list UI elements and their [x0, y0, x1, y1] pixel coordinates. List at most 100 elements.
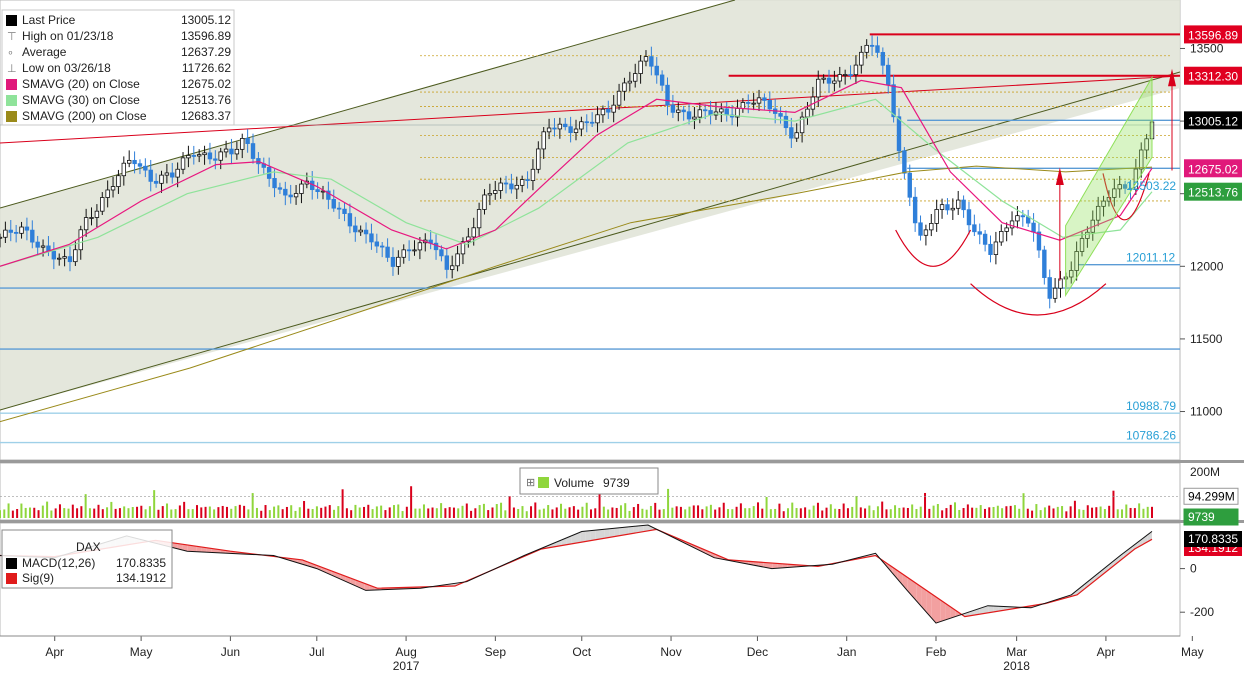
volume-bar: [371, 509, 374, 518]
candle-body: [638, 60, 643, 74]
candle-body: [24, 226, 30, 231]
volume-bar: [191, 509, 194, 518]
macd-legend-value: 134.1912: [116, 571, 166, 585]
candle-body: [643, 56, 649, 62]
volume-bar: [799, 508, 802, 518]
candle-body: [121, 162, 127, 177]
volume-bar: [662, 509, 665, 518]
macd-axis-box: [1184, 531, 1242, 547]
candle-body: [105, 189, 110, 198]
volume-bar: [1009, 505, 1012, 518]
volume-bar: [602, 506, 605, 518]
volume-bar: [1043, 507, 1046, 518]
legend-row-value: 12637.29: [181, 45, 231, 59]
candle-body: [778, 113, 783, 117]
volume-bar: [114, 508, 117, 518]
month-label: Dec: [747, 645, 768, 659]
volume-bar: [148, 506, 151, 518]
price-axis-box-label: 13312.30: [1188, 70, 1238, 84]
candle-body: [229, 148, 234, 155]
volume-bar: [508, 496, 511, 518]
volume-bar: [932, 505, 935, 518]
volume-bar: [697, 505, 700, 518]
candle-body: [670, 104, 676, 113]
candle-body: [78, 229, 83, 251]
candle-body: [94, 210, 100, 218]
candle-body: [525, 179, 530, 181]
macd-fill-segment: [600, 529, 605, 540]
volume-bar: [410, 486, 413, 518]
volume-bar: [714, 509, 717, 518]
candle-body: [886, 64, 891, 86]
candle-body: [616, 90, 622, 106]
year-label: 2018: [1003, 659, 1030, 673]
candle-body: [417, 242, 423, 251]
volume-bar: [251, 493, 254, 518]
volume-bar: [868, 505, 871, 518]
volume-bar: [615, 507, 618, 518]
volume-bar: [208, 506, 211, 518]
volume-bar: [1116, 509, 1119, 518]
volume-bar: [1022, 493, 1025, 518]
volume-bar: [1078, 509, 1081, 518]
candle-body: [530, 168, 536, 181]
candle-body: [665, 84, 670, 106]
arrow-head-left: [1055, 167, 1064, 185]
volume-bar: [530, 506, 533, 518]
volume-bar: [808, 509, 811, 518]
macd-fill-segment: [912, 580, 917, 602]
month-label: Jan: [837, 645, 856, 659]
candle-body: [939, 204, 945, 210]
candle-body: [945, 204, 950, 211]
month-label: Aug: [395, 645, 416, 659]
macd-fill-segment: [897, 570, 903, 585]
volume-bar: [157, 509, 160, 518]
volume-bar: [93, 508, 96, 518]
candle-body: [223, 148, 229, 153]
macd-fill-segment: [777, 563, 783, 569]
candle-body: [832, 80, 837, 84]
volume-bar: [945, 508, 948, 518]
candle-body: [1047, 277, 1052, 299]
volume-bar: [452, 507, 455, 518]
month-label: Feb: [926, 645, 947, 659]
candle-body: [1031, 222, 1036, 233]
macd-fill-segment: [1128, 546, 1133, 555]
moving-averages: [0, 79, 1153, 423]
macd-fill-segment: [576, 531, 581, 544]
candle-body: [401, 249, 406, 258]
volume-bar: [238, 504, 241, 518]
month-label: Jun: [221, 645, 240, 659]
candle-body: [896, 116, 902, 152]
candle-body: [633, 73, 638, 82]
candle-body: [175, 168, 180, 178]
volume-bar: [1031, 510, 1034, 518]
volume-bar: [127, 508, 130, 518]
volume-bar: [315, 506, 318, 518]
volume-bar: [474, 508, 477, 518]
year-label: 2017: [393, 659, 420, 673]
volume-bar: [752, 506, 755, 518]
candle-body: [191, 155, 196, 157]
volume-bar: [28, 507, 31, 518]
macd-fill-segment: [921, 587, 927, 613]
volume-axis-box-label: 9739: [1188, 510, 1215, 524]
candle-body: [89, 217, 94, 219]
candle-body: [336, 207, 342, 210]
volume-bar: [628, 510, 631, 518]
volume-legend-toggle-icon[interactable]: ⊞: [526, 477, 535, 489]
volume-bar: [307, 508, 310, 518]
volume-bar: [405, 506, 408, 518]
volume-bar: [1142, 508, 1145, 518]
candle-body: [40, 245, 46, 248]
candle-body: [374, 241, 380, 247]
candle-body: [546, 127, 552, 133]
candle-body: [196, 154, 202, 157]
price-axis-box: [1184, 66, 1242, 85]
volume-bar: [607, 509, 610, 518]
legend-row-value: 12513.76: [181, 93, 231, 107]
macd-fill-segment: [1089, 576, 1095, 585]
volume-bar: [924, 492, 927, 518]
price-axis-box-label: 13596.89: [1188, 28, 1238, 42]
legend-row-label: Last Price: [22, 13, 76, 27]
